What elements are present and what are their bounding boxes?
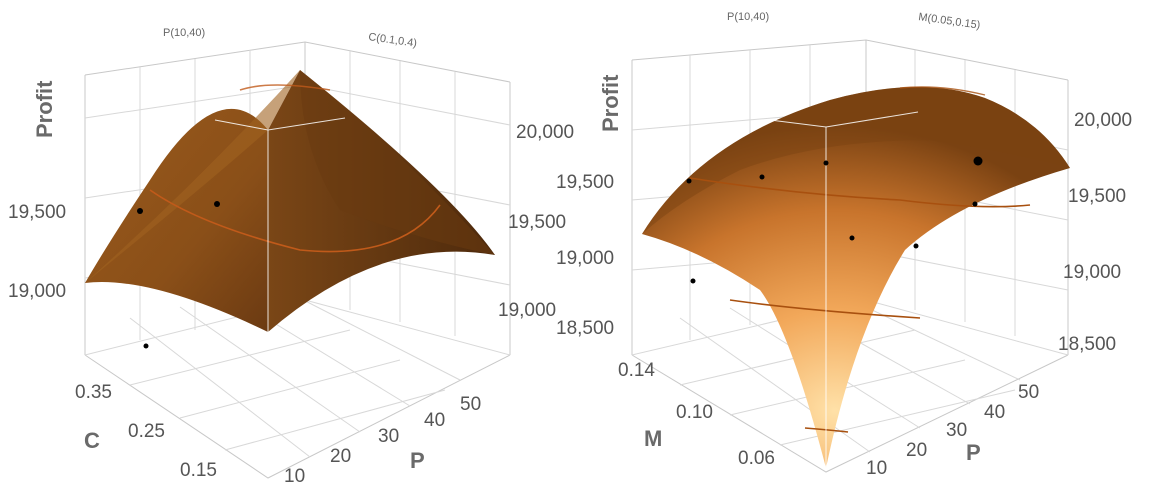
plot-1-z-tick-right-2: 19,500 — [508, 212, 566, 233]
plot-2-x-tick-4: 40 — [984, 402, 1005, 423]
plot-1-ylabel: C — [84, 428, 100, 453]
plot-2-z-tick-right-2: 19,000 — [1063, 262, 1121, 283]
plot-2-point — [973, 156, 983, 166]
plot-1-z-tick-right-3: 20,000 — [516, 122, 574, 143]
plot-2-y-tick-2: 0.10 — [676, 402, 713, 423]
plot-2-x-tick-2: 20 — [906, 440, 927, 461]
plot-1-xlabel: P — [410, 448, 425, 473]
plot-1-floor-grid — [84, 287, 511, 479]
plot-2-x-tick-5: 50 — [1018, 382, 1039, 403]
plot-2-point — [759, 174, 765, 180]
plot-2-xlabel: P — [966, 440, 981, 465]
plot-2-x-tick-1: 10 — [866, 458, 887, 479]
plot-1-x-tick-2: 20 — [330, 446, 351, 467]
plot-2-point — [972, 201, 978, 207]
plot-2-point — [913, 243, 919, 249]
plot-2-point — [823, 160, 829, 166]
plot-1-points — [137, 201, 220, 349]
plot-1-x-tick-5: 50 — [460, 394, 481, 415]
plot-2-ylabel: M — [644, 426, 662, 451]
plot-1-x-tick-1: 10 — [284, 466, 305, 487]
plot-2-corner-label-1: P(10,40) — [727, 11, 769, 23]
plot-1-point — [143, 343, 149, 349]
plot-2-point — [849, 235, 855, 241]
plot-1-z-tick-left-2: 19,500 — [8, 202, 66, 223]
plot-2-point — [690, 278, 696, 284]
plot-1-y-tick-3: 0.35 — [75, 382, 112, 403]
plot-2-z-tick-left-2: 19,000 — [556, 248, 614, 269]
plot-2-point — [686, 178, 692, 184]
plot-2-z-tick-left-3: 19,500 — [556, 172, 614, 193]
plot-2-surface — [642, 86, 1070, 469]
plot-2-z-tick-right-4: 20,000 — [1074, 110, 1132, 131]
plot-2-x-tick-3: 30 — [946, 420, 967, 441]
plot-2-z-tick-right-1: 18,500 — [1058, 334, 1116, 355]
plot-2-points — [686, 156, 983, 284]
plot-1-corner-label-2: C(0.1,0.4) — [368, 31, 418, 50]
plot-1-surface — [85, 70, 495, 332]
plot-1: P(10,40) C(0.1,0.4) Profit 19,000 19,500… — [8, 27, 574, 487]
plot-2-y-tick-1: 0.06 — [738, 448, 775, 469]
plot-2-y-tick-3: 0.14 — [618, 360, 655, 381]
plot-1-corner-label-1: P(10,40) — [163, 27, 205, 39]
plot-1-z-tick-left-1: 19,000 — [8, 281, 66, 302]
plot-2-z-tick-right-3: 19,500 — [1068, 186, 1126, 207]
plot-1-z-tick-right-1: 19,000 — [498, 300, 556, 321]
plot-2-z-tick-left-1: 18,500 — [556, 318, 614, 339]
plot-2-corner-label-2: M(0.05,0.15) — [918, 11, 981, 32]
plot-2: P(10,40) M(0.05,0.15) Profit 18,500 19,0… — [556, 11, 1132, 479]
plot-1-point — [137, 208, 143, 214]
plot-1-x-tick-3: 30 — [378, 426, 399, 447]
plot-2-zlabel: Profit — [598, 74, 623, 132]
plot-1-y-tick-2: 0.25 — [128, 421, 165, 442]
plot-1-point — [214, 201, 220, 207]
plot-1-y-tick-1: 0.15 — [180, 460, 217, 481]
plot-1-x-tick-4: 40 — [424, 410, 445, 431]
plot-1-zlabel: Profit — [32, 80, 57, 138]
